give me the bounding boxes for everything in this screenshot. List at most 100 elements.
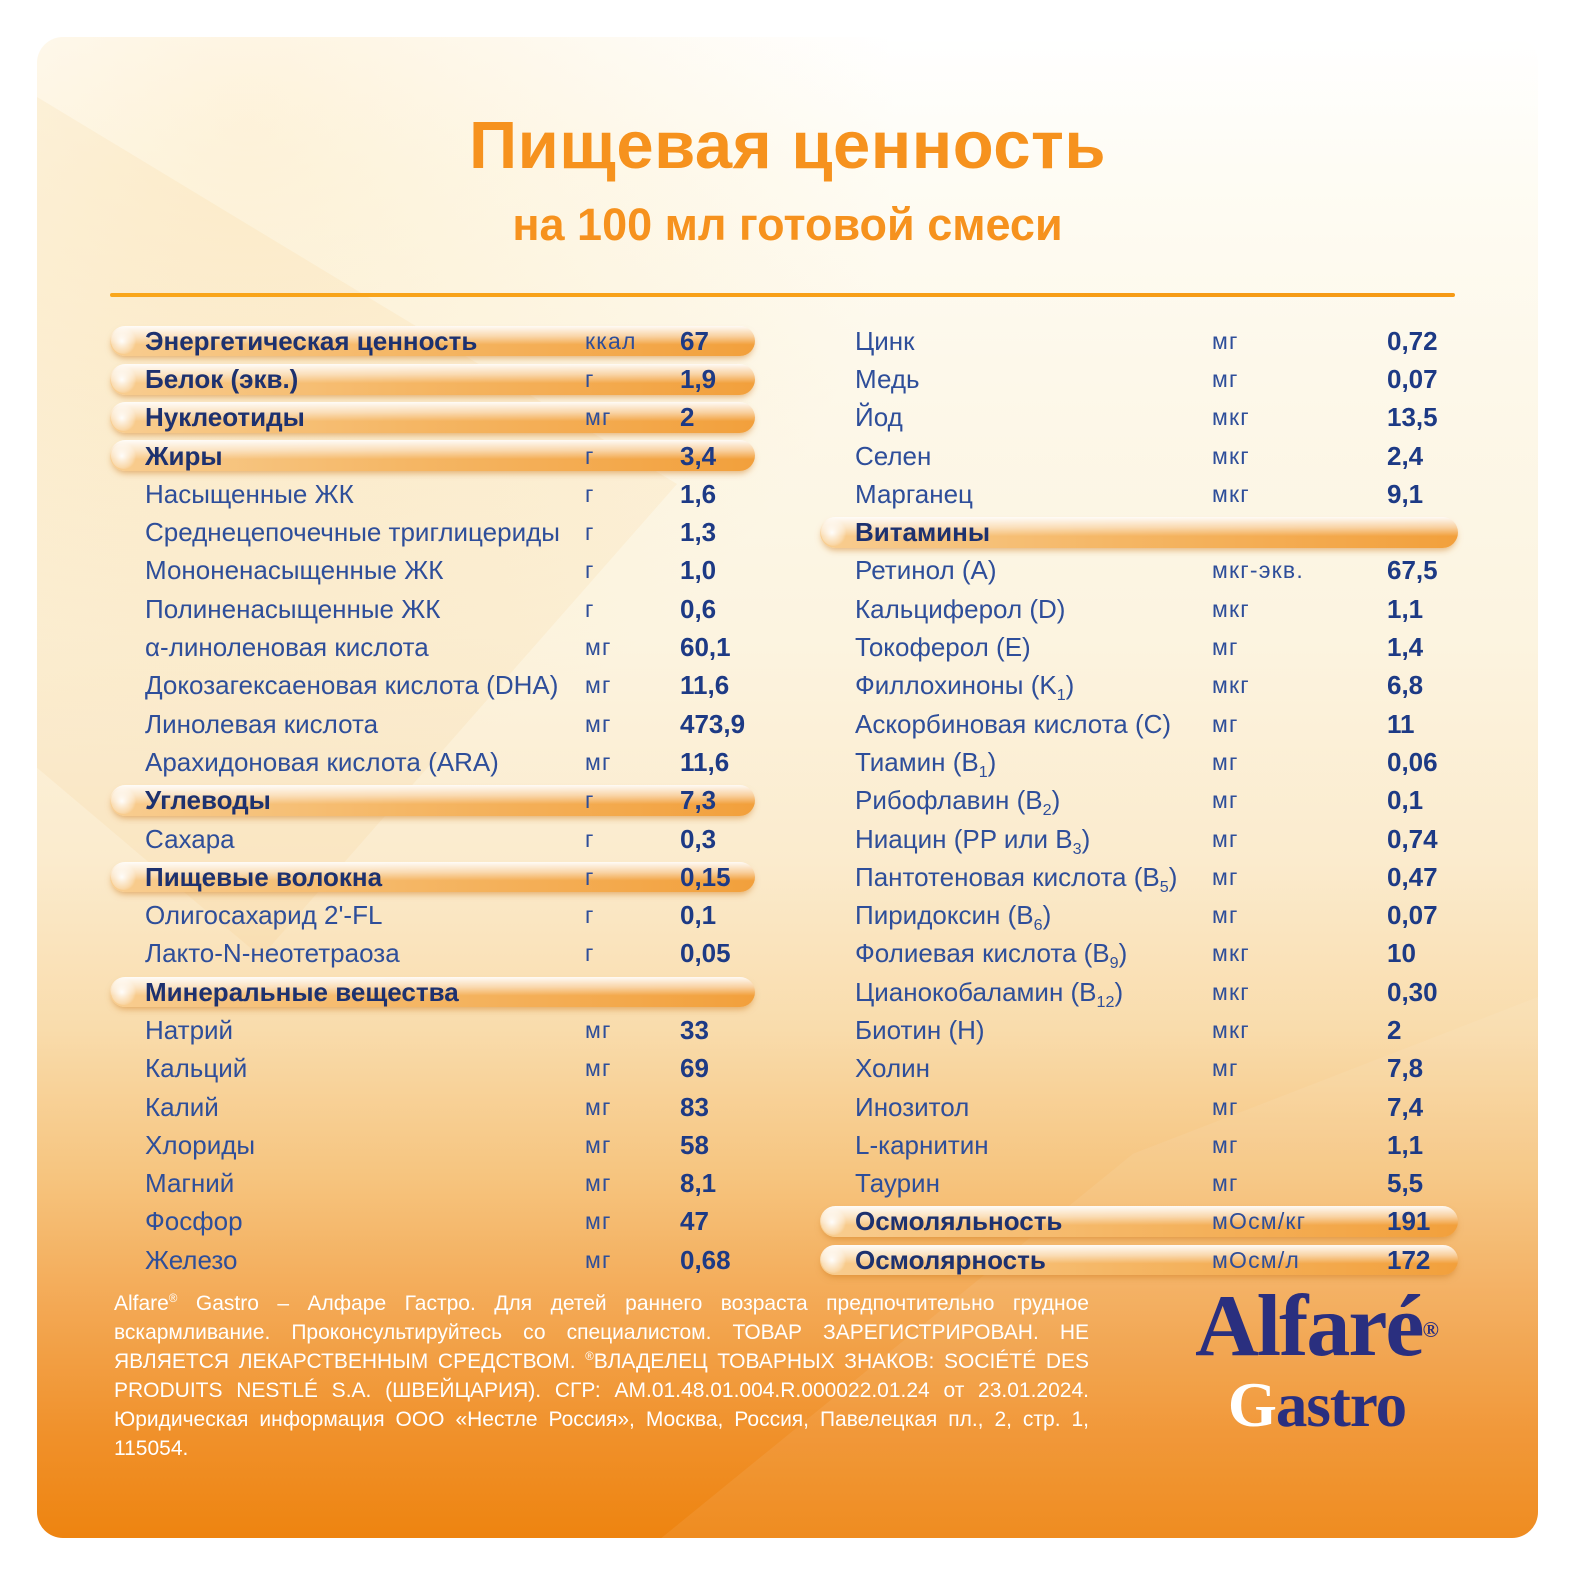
nutrient-unit: мкг-экв. bbox=[1212, 557, 1304, 584]
nutrient-label: Фолиевая кислота (B9) bbox=[855, 938, 1128, 973]
nutrient-unit: мОсм/кг bbox=[1212, 1208, 1307, 1235]
nutrient-unit: мкг bbox=[1212, 480, 1250, 507]
nutrient-value: 1,1 bbox=[1387, 1129, 1424, 1160]
nutrient-unit: ккал bbox=[585, 327, 637, 354]
nutrient-label: Арахидоновая кислота (ARA) bbox=[145, 746, 499, 777]
table-row: Белок (экв.) г 1,9 bbox=[110, 360, 755, 398]
nutrient-value: 9,1 bbox=[1387, 478, 1424, 509]
nutrient-label: Рибофлавин (B2) bbox=[855, 785, 1061, 820]
nutrient-value: 7,3 bbox=[680, 785, 717, 816]
table-row: Сахара г 0,3 bbox=[110, 820, 755, 858]
brand-name: Alfaré® bbox=[1137, 1281, 1497, 1373]
nutrient-label: Лакто-N-неотетраоза bbox=[145, 938, 400, 969]
table-row: Мононенасыщенные ЖК г 1,0 bbox=[110, 552, 755, 590]
table-row: Марганец мкг 9,1 bbox=[820, 475, 1458, 513]
nutrient-unit: мг bbox=[585, 1208, 612, 1235]
nutrient-unit: г bbox=[585, 940, 595, 967]
nutrient-value: 0,1 bbox=[1387, 785, 1424, 816]
nutrient-label: Пиридоксин (B6) bbox=[855, 900, 1052, 935]
nutrient-label: Фосфор bbox=[145, 1206, 243, 1237]
nutrient-unit: мг bbox=[585, 672, 612, 699]
nutrient-unit: мг bbox=[1212, 634, 1239, 661]
table-row: Витамины bbox=[820, 513, 1458, 551]
nutrient-value: 191 bbox=[1387, 1206, 1431, 1237]
nutrient-value: 1,9 bbox=[680, 363, 717, 394]
nutrient-unit: мг bbox=[585, 634, 612, 661]
nutrient-value: 0,1 bbox=[680, 900, 717, 931]
nutrient-unit: мг bbox=[1212, 863, 1239, 890]
nutrient-value: 67 bbox=[680, 325, 709, 356]
nutrient-unit: г bbox=[585, 365, 595, 392]
nutrient-label: Кальциферол (D) bbox=[855, 593, 1066, 624]
nutrient-value: 33 bbox=[680, 1014, 709, 1045]
nutrient-label: Ниацин (PP или B3) bbox=[855, 823, 1091, 858]
nutrient-unit: г bbox=[585, 787, 595, 814]
nutrient-value: 0,15 bbox=[680, 861, 731, 892]
table-row: Кальциферол (D) мкг 1,1 bbox=[820, 590, 1458, 628]
nutrient-label: Таурин bbox=[855, 1168, 940, 1199]
nutrient-value: 47 bbox=[680, 1206, 709, 1237]
nutrient-unit: г bbox=[585, 519, 595, 546]
nutrient-unit: мг bbox=[585, 1131, 612, 1158]
nutrient-value: 473,9 bbox=[680, 708, 746, 739]
nutrient-label: α-линоленовая кислота bbox=[145, 632, 429, 663]
nutrient-label: Мононенасыщенные ЖК bbox=[145, 555, 444, 586]
table-row: Пищевые волокна г 0,15 bbox=[110, 858, 755, 896]
nutrient-unit: мкг bbox=[1212, 672, 1250, 699]
nutrient-value: 1,0 bbox=[680, 555, 717, 586]
nutrient-unit: мг bbox=[585, 1093, 612, 1120]
nutrient-value: 5,5 bbox=[1387, 1168, 1424, 1199]
nutrient-label: Белок (экв.) bbox=[145, 363, 299, 394]
legal-disclaimer: Alfare® Gastro – Алфаре Гастро. Для дете… bbox=[114, 1292, 1090, 1460]
nutrient-label: Биотин (H) bbox=[855, 1014, 985, 1045]
table-row: Инозитол мг 7,4 bbox=[820, 1088, 1458, 1126]
nutrient-label: Осмоляльность bbox=[855, 1206, 1063, 1237]
nutrient-value: 0,07 bbox=[1387, 900, 1438, 931]
table-row: Осмолярность мОсм/л 172 bbox=[820, 1241, 1458, 1279]
table-row: Пиридоксин (B6) мг 0,07 bbox=[820, 896, 1458, 934]
nutrient-label: Осмолярность bbox=[855, 1244, 1046, 1275]
table-row: Цианокобаламин (B12) мкг 0,30 bbox=[820, 973, 1458, 1011]
table-row: Пантотеновая кислота (B5) мг 0,47 bbox=[820, 858, 1458, 896]
nutrient-unit: мг bbox=[1212, 825, 1239, 852]
table-row: Ретинол (A) мкг-экв. 67,5 bbox=[820, 552, 1458, 590]
nutrient-value: 10 bbox=[1387, 938, 1416, 969]
title-underline bbox=[110, 293, 1455, 297]
nutrient-label: Калий bbox=[145, 1091, 219, 1122]
table-row: Рибофлавин (B2) мг 0,1 bbox=[820, 782, 1458, 820]
table-row: Лакто-N-неотетраоза г 0,05 bbox=[110, 935, 755, 973]
table-row: Таурин мг 5,5 bbox=[820, 1165, 1458, 1203]
table-row: Полиненасыщенные ЖК г 0,6 bbox=[110, 590, 755, 628]
nutrient-label: Олигосахарид 2'-FL bbox=[145, 900, 383, 931]
nutrient-unit: мг bbox=[1212, 1131, 1239, 1158]
nutrient-label: Пантотеновая кислота (B5) bbox=[855, 861, 1178, 896]
nutrient-label: Железо bbox=[145, 1244, 238, 1275]
nutrient-label: Нуклеотиды bbox=[145, 402, 305, 433]
nutrient-value: 0,3 bbox=[680, 823, 717, 854]
nutrient-label: Сахара bbox=[145, 823, 235, 854]
table-row: Йод мкг 13,5 bbox=[820, 399, 1458, 437]
table-row: Селен мкг 2,4 bbox=[820, 437, 1458, 475]
nutrient-value: 0,6 bbox=[680, 593, 717, 624]
nutrient-label: Среднецепочечные триглицериды bbox=[145, 517, 560, 548]
nutrient-unit: мг bbox=[1212, 748, 1239, 775]
nutrient-value: 172 bbox=[1387, 1244, 1431, 1275]
nutrient-value: 6,8 bbox=[1387, 670, 1424, 701]
table-row: Линолевая кислота мг 473,9 bbox=[110, 705, 755, 743]
nutrient-unit: мОсм/л bbox=[1212, 1246, 1301, 1273]
nutrient-unit: мг bbox=[1212, 787, 1239, 814]
nutrient-unit: мкг bbox=[1212, 404, 1250, 431]
nutrition-panel: Пищевая ценность на 100 мл готовой смеси… bbox=[37, 37, 1538, 1538]
nutrient-value: 1,1 bbox=[1387, 593, 1424, 624]
nutrient-value: 11,6 bbox=[680, 746, 730, 777]
table-row: Осмоляльность мОсм/кг 191 bbox=[820, 1203, 1458, 1241]
nutrient-unit: г bbox=[585, 557, 595, 584]
nutrient-unit: мг bbox=[1212, 1170, 1239, 1197]
nutrient-unit: мг bbox=[1212, 1093, 1239, 1120]
nutrient-unit: мг bbox=[585, 710, 612, 737]
table-row: Железо мг 0,68 bbox=[110, 1241, 755, 1279]
table-row: Углеводы г 7,3 bbox=[110, 782, 755, 820]
nutrient-value: 1,4 bbox=[1387, 632, 1424, 663]
nutrient-label: Ретинол (A) bbox=[855, 555, 997, 586]
nutrient-unit: г bbox=[585, 480, 595, 507]
